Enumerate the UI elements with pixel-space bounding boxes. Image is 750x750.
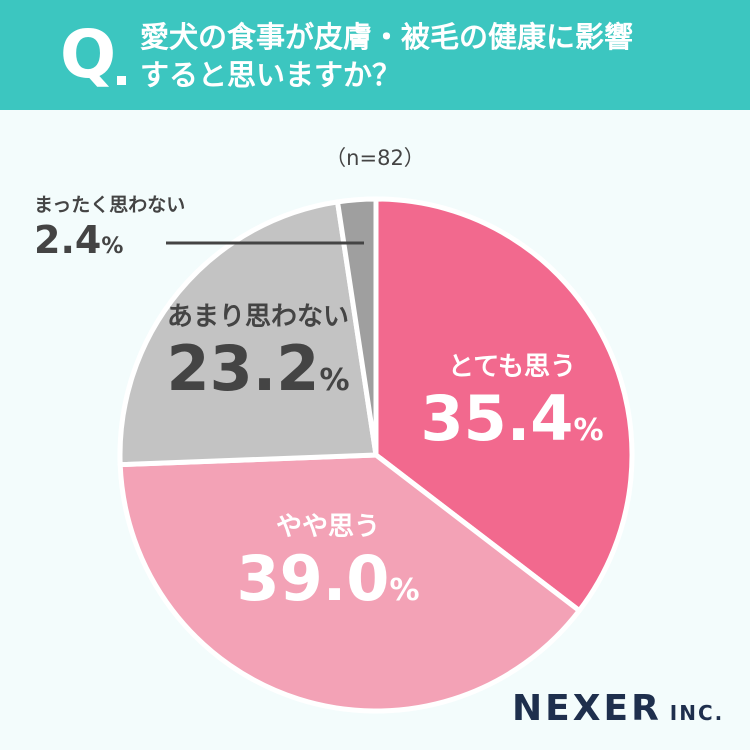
pie-slice-3	[335, 196, 379, 458]
slice-label-1-value: 39.0%	[236, 542, 420, 615]
pie-slice-0	[373, 196, 635, 614]
sample-size-label: （n=82）	[325, 146, 425, 170]
slice-label-2: あまり思わない 23.2%	[138, 300, 378, 416]
logo-sub: INC.	[669, 701, 725, 725]
q-dot	[117, 76, 126, 85]
q-mark: Q	[60, 16, 117, 93]
slice-label-2-name: あまり思わない	[166, 302, 349, 332]
slice-label-1: やや思う 39.0%	[228, 510, 428, 626]
logo-main: NEXER	[512, 688, 662, 729]
question-text: 愛犬の食事が皮膚・被毛の健康に影響 すると思いますか？	[140, 18, 720, 94]
slice-label-1-name: やや思う	[275, 512, 380, 542]
slice-label-2-value: 23.2%	[166, 332, 350, 405]
slice-label-3-name: まったく思わない	[34, 194, 186, 216]
pie-slice-1	[117, 452, 582, 714]
slice-label-0-name: とても思う	[448, 352, 576, 382]
question-header: Q 愛犬の食事が皮膚・被毛の健康に影響 すると思いますか？	[0, 0, 750, 110]
slice-label-3-value: 2.4%	[34, 218, 124, 262]
slice-label-0: とても思う 35.4%	[412, 350, 612, 466]
nexer-logo: NEXER INC.	[512, 688, 724, 729]
slice-label-3: まったく思わない 2.4%	[34, 192, 185, 269]
slice-label-0-value: 35.4%	[420, 382, 604, 455]
question-line-2: すると思いますか？	[140, 58, 402, 92]
pie-slice-2	[117, 199, 379, 468]
question-line-1: 愛犬の食事が皮膚・被毛の健康に影響	[140, 20, 634, 54]
